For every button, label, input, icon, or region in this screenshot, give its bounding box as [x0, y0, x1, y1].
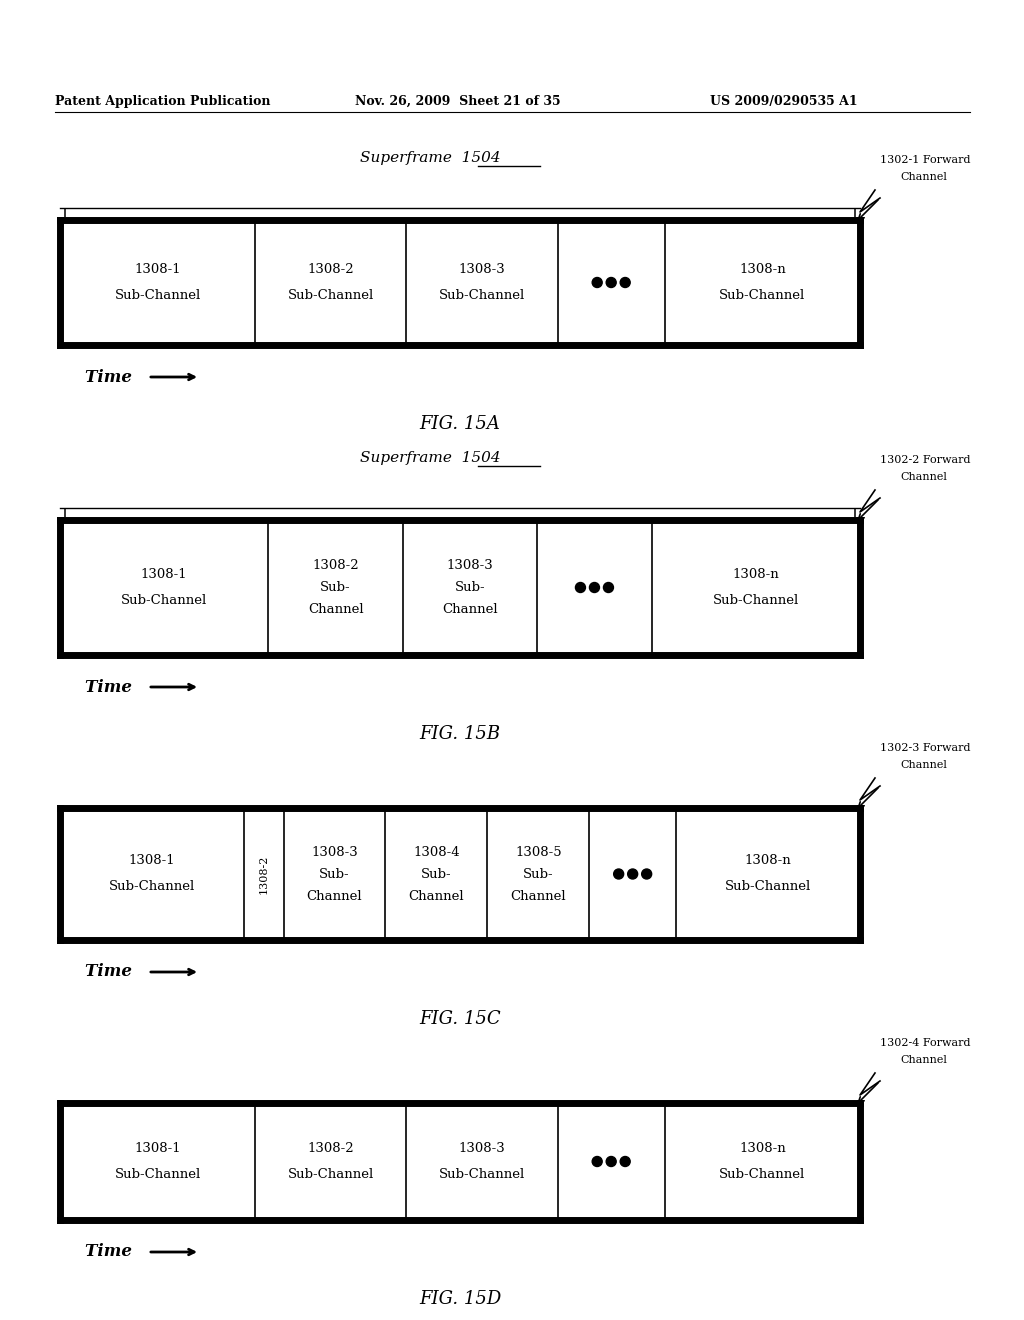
Text: Nov. 26, 2009  Sheet 21 of 35: Nov. 26, 2009 Sheet 21 of 35 — [355, 95, 560, 108]
Text: Sub-: Sub- — [421, 867, 452, 880]
Text: 1308-5: 1308-5 — [515, 846, 561, 858]
Text: Sub-Channel: Sub-Channel — [713, 594, 799, 607]
Text: 1308-2: 1308-2 — [312, 558, 359, 572]
Circle shape — [621, 277, 630, 288]
Text: Sub-Channel: Sub-Channel — [719, 1168, 806, 1181]
Text: 1302-4 Forward: 1302-4 Forward — [880, 1038, 971, 1048]
Circle shape — [606, 277, 616, 288]
Text: FIG. 15C: FIG. 15C — [419, 1010, 501, 1028]
Text: Superframe  1504: Superframe 1504 — [359, 150, 501, 165]
Circle shape — [628, 869, 638, 879]
Text: 1302-1 Forward: 1302-1 Forward — [880, 154, 971, 165]
Text: Channel: Channel — [442, 603, 498, 616]
Text: Channel: Channel — [900, 172, 947, 182]
Text: 1308-n: 1308-n — [732, 568, 779, 581]
Text: Sub-Channel: Sub-Channel — [725, 880, 811, 894]
Text: Sub-: Sub- — [319, 867, 350, 880]
Text: Sub-Channel: Sub-Channel — [288, 1168, 374, 1181]
Text: Sub-Channel: Sub-Channel — [439, 1168, 525, 1181]
Text: Sub-: Sub- — [455, 581, 485, 594]
Text: 1308-1: 1308-1 — [134, 1142, 181, 1155]
Circle shape — [642, 869, 651, 879]
Text: 1308-3: 1308-3 — [459, 263, 506, 276]
Text: Sub-Channel: Sub-Channel — [109, 880, 195, 894]
Circle shape — [592, 1156, 602, 1167]
Text: Time: Time — [85, 964, 138, 981]
Text: Sub-Channel: Sub-Channel — [115, 1168, 201, 1181]
Text: FIG. 15D: FIG. 15D — [419, 1290, 501, 1308]
Text: FIG. 15A: FIG. 15A — [420, 414, 501, 433]
Text: US 2009/0290535 A1: US 2009/0290535 A1 — [710, 95, 858, 108]
Text: 1308-n: 1308-n — [744, 854, 792, 867]
Text: 1302-2 Forward: 1302-2 Forward — [880, 455, 971, 465]
Text: Sub-: Sub- — [523, 867, 554, 880]
Circle shape — [592, 277, 602, 288]
Text: Channel: Channel — [409, 890, 464, 903]
Text: Sub-Channel: Sub-Channel — [121, 594, 207, 607]
Circle shape — [590, 582, 599, 593]
Text: Channel: Channel — [900, 473, 947, 482]
Text: 1308-1: 1308-1 — [134, 263, 181, 276]
Circle shape — [606, 1156, 616, 1167]
Text: 1308-3: 1308-3 — [311, 846, 358, 858]
Text: Time: Time — [85, 1243, 138, 1261]
Text: 1308-n: 1308-n — [739, 1142, 785, 1155]
Text: 1308-1: 1308-1 — [141, 568, 187, 581]
Text: 1308-2: 1308-2 — [307, 1142, 354, 1155]
Text: 1308-n: 1308-n — [739, 263, 785, 276]
Text: Channel: Channel — [510, 890, 566, 903]
Text: Time: Time — [85, 368, 138, 385]
Text: 1302-3 Forward: 1302-3 Forward — [880, 743, 971, 752]
Text: Channel: Channel — [900, 760, 947, 770]
Text: 1308-3: 1308-3 — [459, 1142, 506, 1155]
Text: Sub-Channel: Sub-Channel — [439, 289, 525, 302]
Text: Sub-Channel: Sub-Channel — [115, 289, 201, 302]
Text: Superframe  1504: Superframe 1504 — [359, 451, 501, 465]
Text: 1308-2: 1308-2 — [307, 263, 354, 276]
Text: 1308-4: 1308-4 — [413, 846, 460, 858]
Circle shape — [575, 582, 586, 593]
Text: FIG. 15B: FIG. 15B — [420, 725, 501, 743]
Text: Channel: Channel — [308, 603, 364, 616]
Text: 1308-1: 1308-1 — [129, 854, 175, 867]
Text: Sub-Channel: Sub-Channel — [719, 289, 806, 302]
Text: Channel: Channel — [307, 890, 362, 903]
Text: Patent Application Publication: Patent Application Publication — [55, 95, 270, 108]
Text: Channel: Channel — [900, 1055, 947, 1065]
Circle shape — [613, 869, 624, 879]
Circle shape — [621, 1156, 630, 1167]
Text: Time: Time — [85, 678, 138, 696]
Text: Sub-: Sub- — [321, 581, 351, 594]
Text: Sub-Channel: Sub-Channel — [288, 289, 374, 302]
Circle shape — [603, 582, 613, 593]
Text: 1308-3: 1308-3 — [446, 558, 494, 572]
Text: 1308-2: 1308-2 — [259, 854, 268, 894]
